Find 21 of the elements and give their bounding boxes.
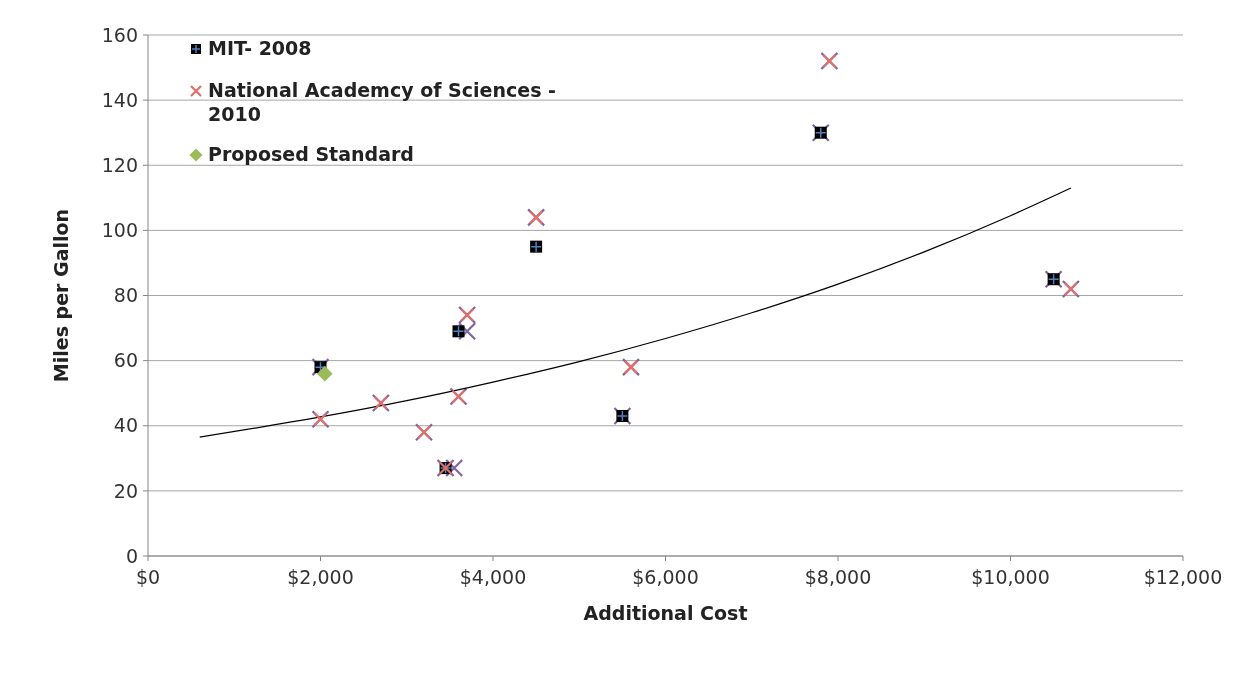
y-tick-label: 100 bbox=[101, 219, 138, 242]
x-tick-label: $6,000 bbox=[632, 566, 699, 588]
x-tick-label: $0 bbox=[135, 566, 161, 588]
legend-label: MIT- 2008 bbox=[208, 37, 312, 59]
y-tick-label: 80 bbox=[113, 284, 138, 307]
y-tick-label: 0 bbox=[125, 544, 138, 567]
x-tick-label: $8,000 bbox=[804, 566, 872, 588]
x-tick-label: $12,000 bbox=[1143, 566, 1223, 588]
y-tick-label: 120 bbox=[101, 153, 138, 176]
y-axis-title: Miles per Gallon bbox=[50, 208, 72, 383]
y-tick-label: 20 bbox=[113, 479, 138, 502]
x-tick-label: $4,000 bbox=[459, 566, 527, 588]
y-tick-label: 160 bbox=[101, 23, 138, 46]
y-tick-label: 40 bbox=[113, 414, 138, 437]
x-tick-label: $10,000 bbox=[971, 566, 1050, 588]
legend-label: National Academcy of Sciences - 2010 bbox=[208, 79, 556, 125]
y-tick-label: 60 bbox=[113, 349, 138, 372]
x-tick-label: $2,000 bbox=[287, 566, 354, 588]
x-axis-title: Additional Cost bbox=[583, 602, 748, 624]
legend-label: Proposed Standard bbox=[208, 143, 414, 165]
y-tick-label: 140 bbox=[101, 88, 138, 111]
